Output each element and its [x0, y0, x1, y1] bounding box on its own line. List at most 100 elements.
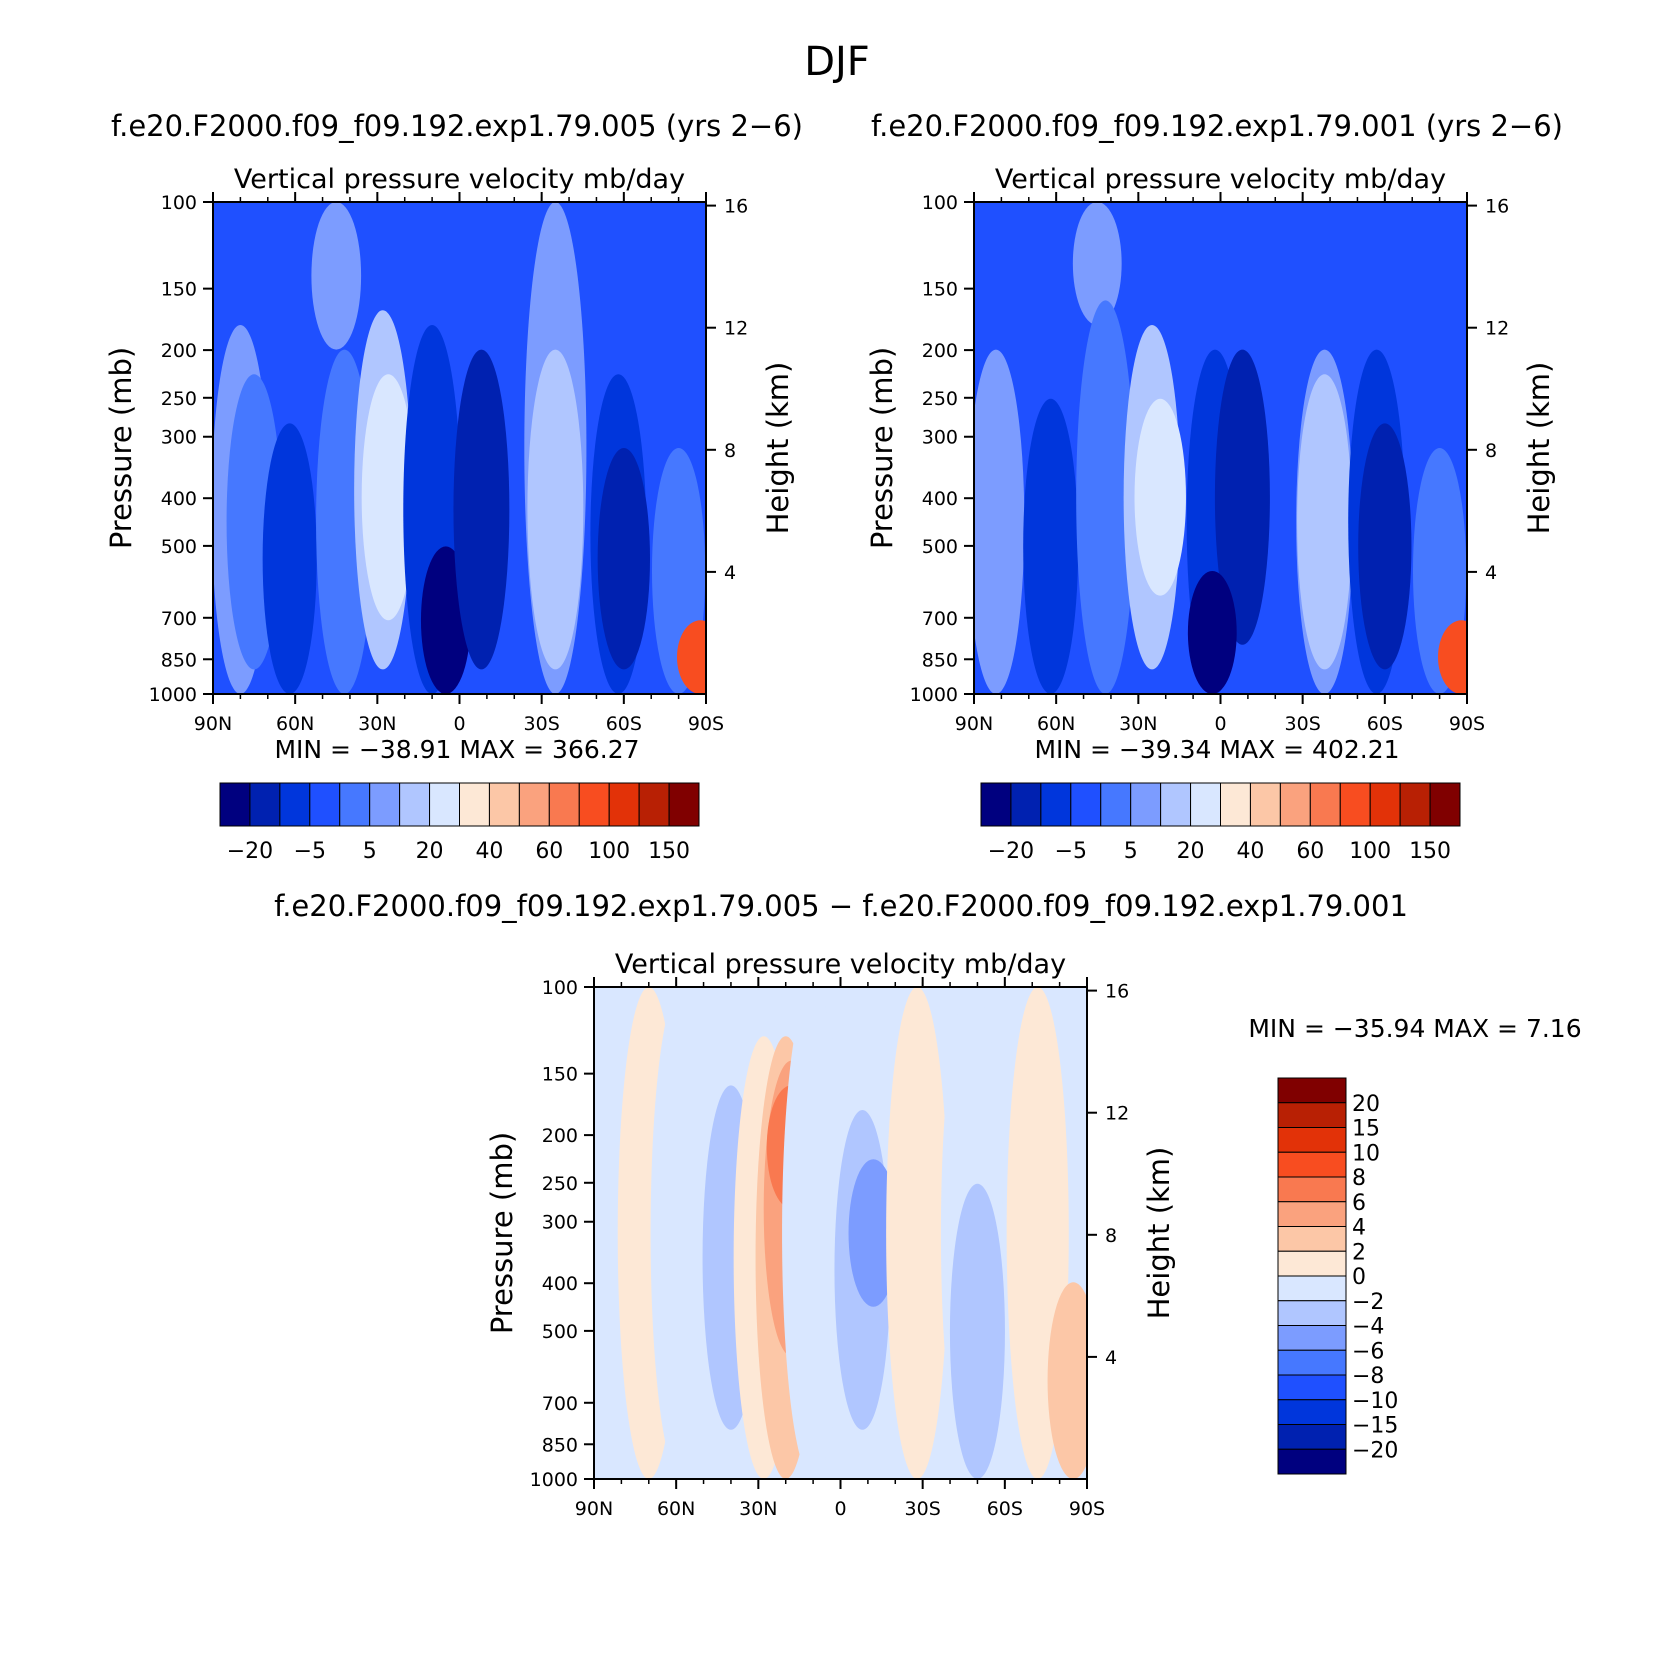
colorbar-box	[1277, 1349, 1347, 1376]
y-tick-label: 500	[922, 536, 958, 558]
y2-axis-label: Height (km)	[1142, 1147, 1176, 1320]
y-tick-label: 200	[542, 1125, 578, 1147]
x-tick-label: 60S	[606, 713, 642, 735]
colorbar-label: −10	[1352, 1389, 1398, 1414]
x-tick-label: 30S	[1285, 713, 1321, 735]
colorbar-box	[1160, 782, 1192, 827]
case-title-right: f.e20.F2000.f09_f09.192.exp1.79.001 (yrs…	[871, 109, 1563, 143]
contour-band-9	[1187, 571, 1237, 694]
x-tick-label: 30S	[905, 1498, 941, 1520]
contour-band-4	[1076, 300, 1135, 694]
colorbar-label: −5	[1055, 839, 1087, 864]
x-tick-label: 30N	[358, 713, 396, 735]
colorbar-box	[1100, 782, 1132, 827]
colorbar-label: 60	[1296, 839, 1324, 864]
contour-band-15	[1438, 620, 1467, 694]
y-tick-label: 100	[161, 192, 197, 214]
colorbar-box	[1277, 1226, 1347, 1252]
colorbar-label: 40	[475, 839, 503, 864]
y2-tick-label: 16	[1105, 981, 1129, 1003]
contour-band-3	[262, 423, 317, 694]
colorbar-box	[1399, 782, 1431, 827]
contour-band-7	[361, 374, 415, 621]
colorbar-label: 100	[588, 839, 630, 864]
colorbar-box	[1277, 1077, 1347, 1104]
colorbar-label: −2	[1352, 1290, 1384, 1315]
colorbar-label: 150	[1409, 839, 1451, 864]
colorbar-label: 100	[1349, 839, 1391, 864]
contour-field	[213, 202, 706, 694]
colorbar-label: −15	[1352, 1414, 1398, 1439]
colorbar-box	[339, 782, 371, 827]
contour-band-15	[1047, 1282, 1087, 1479]
contour-band-2	[1023, 398, 1079, 694]
x-tick-label: 90S	[688, 713, 724, 735]
stats-right: MIN = −39.34 MAX = 402.21	[1034, 735, 1399, 764]
y2-tick-label: 16	[1485, 196, 1509, 218]
x-tick-label: 90N	[575, 1498, 613, 1520]
colorbar-box	[1369, 782, 1401, 827]
contour-band-16	[677, 620, 706, 694]
contour-band-2	[650, 987, 713, 1479]
y-tick-label: 100	[542, 977, 578, 999]
y-tick-label: 500	[161, 536, 197, 558]
y2-tick-label: 8	[1105, 1225, 1117, 1247]
colorbar-box	[1277, 1151, 1347, 1178]
stats-left: MIN = −38.91 MAX = 366.27	[274, 735, 639, 764]
contour-band-14	[597, 448, 651, 670]
contour-band-12	[527, 349, 584, 670]
colorbar-box	[1277, 1127, 1347, 1153]
x-tick-label: 30N	[739, 1498, 777, 1520]
colorbar-label: 60	[535, 839, 563, 864]
colorbar-box	[369, 782, 401, 827]
colorbar-box	[1040, 782, 1072, 827]
colorbar-label: 20	[1352, 1092, 1380, 1117]
colorbar-box	[1277, 1201, 1347, 1227]
y2-tick-label: 12	[1485, 318, 1509, 340]
colorbar-label: 4	[1352, 1216, 1366, 1241]
colorbar-box	[1429, 782, 1461, 827]
colorbar-box	[1277, 1448, 1347, 1475]
y-tick-label: 200	[922, 340, 958, 362]
y-axis-label: Pressure (mb)	[104, 347, 138, 549]
y-tick-label: 700	[542, 1393, 578, 1415]
colorbar-label: 150	[648, 839, 690, 864]
panel-title: Vertical pressure velocity mb/day	[615, 949, 1066, 980]
case-title-left: f.e20.F2000.f09_f09.192.exp1.79.005 (yrs…	[111, 109, 803, 143]
y2-tick-label: 12	[724, 318, 748, 340]
x-tick-label: 30N	[1119, 713, 1157, 735]
y-tick-label: 1000	[910, 684, 958, 706]
y-tick-label: 150	[161, 279, 197, 301]
colorbar-label: 5	[1124, 839, 1138, 864]
y-tick-label: 850	[542, 1434, 578, 1456]
y-tick-label: 850	[161, 649, 197, 671]
colorbar-box	[219, 782, 251, 827]
colorbar-box	[249, 782, 281, 827]
colorbar-label: 0	[1352, 1265, 1366, 1290]
colorbar-box	[309, 782, 341, 827]
colorbar-box	[1309, 782, 1341, 827]
x-tick-label: 60N	[276, 713, 314, 735]
x-tick-label: 90S	[1069, 1498, 1105, 1520]
y-tick-label: 300	[542, 1212, 578, 1234]
colorbar-label: 5	[363, 839, 377, 864]
colorbar-label: −8	[1352, 1364, 1384, 1389]
colorbar-box	[399, 782, 431, 827]
contour-band-11	[1297, 374, 1353, 670]
y-tick-label: 400	[922, 488, 958, 510]
panel-diff: Vertical pressure velocity mb/day 90N 60N 3…	[485, 949, 1176, 1520]
contour-band-13	[1358, 423, 1412, 670]
colorbar-box	[1277, 1250, 1347, 1277]
y2-tick-label: 4	[1485, 562, 1497, 584]
y-tick-label: 700	[922, 608, 958, 630]
colorbar-box	[459, 782, 490, 827]
contour-band-6	[1134, 398, 1186, 596]
y-tick-label: 500	[542, 1321, 578, 1343]
x-tick-label: 0	[453, 713, 465, 735]
y2-axis-label: Height (km)	[1522, 362, 1556, 535]
x-tick-label: 60N	[1037, 713, 1075, 735]
colorbar-label: −4	[1352, 1315, 1384, 1340]
y-tick-label: 850	[922, 649, 958, 671]
contour-band-3	[1072, 202, 1122, 325]
colorbar-box	[1070, 782, 1102, 827]
